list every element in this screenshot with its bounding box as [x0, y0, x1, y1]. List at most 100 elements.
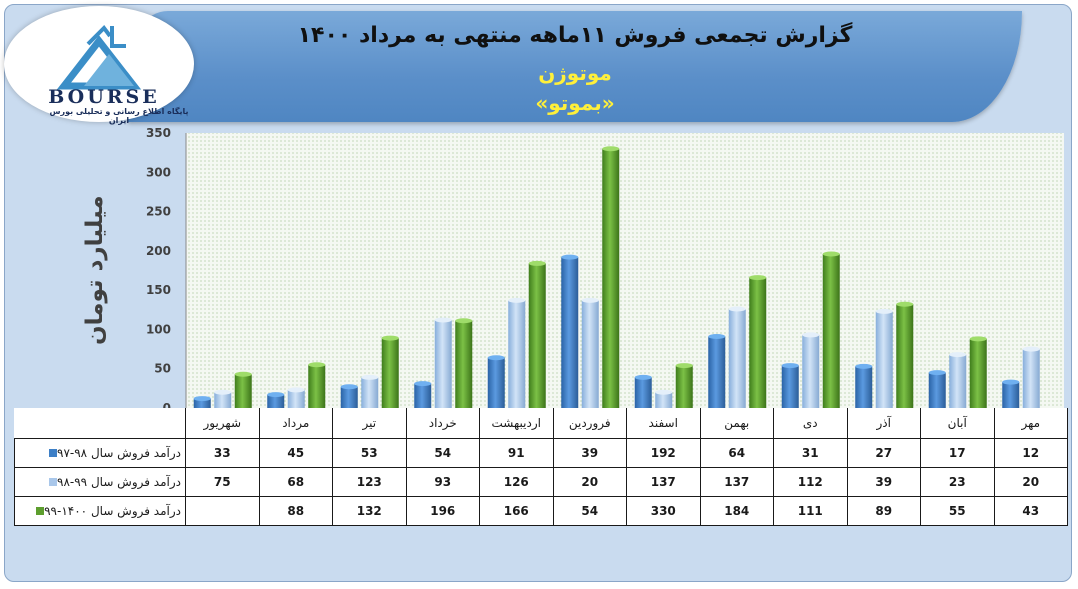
bar-cap-series-3: [455, 318, 473, 324]
table-cell: 166: [479, 495, 554, 526]
bar-series-2: [581, 300, 599, 408]
bar-cap-series-2: [361, 374, 379, 380]
series-name: درآمد فروش سال ۹۸-۹۷: [57, 445, 181, 460]
table-cell: 12: [993, 437, 1068, 468]
bar-series-3: [969, 338, 987, 408]
table-cell: 192: [626, 437, 701, 468]
title-banner: گزارش تجمعی فروش ۱۱ماهه منتهی به مرداد ۱…: [128, 11, 1022, 122]
category-label: شهریور: [185, 408, 260, 439]
bar-series-2: [655, 392, 673, 408]
table-row: درآمد فروش سال ۱۴۰۰-۹۹ 88 132 196 166 54 330 18…: [14, 495, 1068, 526]
table-cell: 54: [552, 495, 627, 526]
bar-series-2: [287, 389, 305, 408]
bar-series-2: [1022, 349, 1040, 408]
series-label: درآمد فروش سال ۱۴۰۰-۹۹: [14, 495, 186, 526]
table-cell: 75: [185, 466, 260, 497]
bar-cap-series-2: [508, 297, 526, 303]
bar-cap-series-1: [267, 392, 285, 398]
bar-cap-series-2: [1022, 346, 1040, 352]
table-cell: 33: [185, 437, 260, 468]
bar-cap-series-3: [528, 260, 546, 266]
bar-series-1: [487, 357, 505, 408]
table-cell: 93: [405, 466, 480, 497]
bar-series-2: [508, 300, 526, 408]
bar-cap-series-3: [308, 362, 326, 368]
bar-cap-series-2: [949, 352, 967, 358]
bar-cap-series-2: [655, 389, 673, 395]
y-tick-label: 50: [154, 362, 171, 376]
bar-cap-series-1: [1002, 379, 1020, 385]
bar-series-2: [214, 392, 232, 408]
table-cell: 64: [699, 437, 774, 468]
bar-cap-series-3: [896, 301, 914, 307]
table-cell: 126: [479, 466, 554, 497]
category-label: مرداد: [258, 408, 333, 439]
table-cell: 20: [552, 466, 627, 497]
bar-cap-series-3: [675, 363, 693, 369]
bar-series-1: [634, 377, 652, 408]
bar-series-3: [749, 277, 767, 408]
table-cell: 196: [405, 495, 480, 526]
y-tick-label: 350: [146, 126, 171, 140]
legend-swatch: [49, 478, 57, 486]
table-cell: 17: [920, 437, 995, 468]
table-cell: 39: [846, 466, 921, 497]
table-cell: [185, 495, 260, 526]
bar-series-3: [455, 320, 473, 408]
bar-series-2: [361, 377, 379, 408]
bar-series-3: [381, 338, 399, 408]
bar-cap-series-2: [287, 387, 305, 393]
table-row: درآمد فروش سال ۹۹-۹۸ 75 68 123 93 126 20 137 137…: [14, 466, 1068, 497]
bar-series-1: [193, 398, 211, 408]
bar-series-3: [234, 374, 252, 408]
table-cell: 27: [846, 437, 921, 468]
category-label: بهمن: [699, 408, 774, 439]
bar-series-3: [308, 364, 326, 408]
bar-cap-series-3: [381, 335, 399, 341]
series-name: درآمد فروش سال ۱۴۰۰-۹۹: [44, 503, 181, 518]
category-label: اردیبهشت: [479, 408, 554, 439]
bar-series-3: [675, 365, 693, 408]
bar-series-2: [728, 309, 746, 408]
table-cell: 31: [773, 437, 848, 468]
bar-cap-series-1: [928, 370, 946, 376]
bar-series-2: [434, 320, 452, 408]
data-table: شهریور مرداد تیر خرداد اردیبهشت فروردین اسفند ب…: [14, 408, 1068, 526]
bar-cap-series-1: [414, 381, 432, 387]
table-cell: 23: [920, 466, 995, 497]
stock-symbol: «بموتو»: [535, 91, 615, 115]
bar-series-1: [781, 365, 799, 408]
bar-series-3: [896, 304, 914, 408]
series-label: درآمد فروش سال ۹۹-۹۸: [14, 466, 186, 497]
table-cell: 43: [993, 495, 1068, 526]
bar-cap-series-3: [822, 251, 840, 257]
bar-cap-series-1: [634, 374, 652, 380]
category-label: اسفند: [626, 408, 701, 439]
bar-cap-series-1: [855, 363, 873, 369]
bar-series-2: [875, 311, 893, 408]
table-cell: 53: [332, 437, 407, 468]
plot-area: [186, 133, 1064, 408]
bar-series-1: [1002, 382, 1020, 408]
table-cell: 112: [773, 466, 848, 497]
legend-swatch: [49, 449, 57, 457]
table-cell: 88: [258, 495, 333, 526]
table-cell: 89: [846, 495, 921, 526]
bar-series-1: [414, 383, 432, 408]
bar-cap-series-1: [193, 396, 211, 402]
table-cell: 111: [773, 495, 848, 526]
category-label: دی: [773, 408, 848, 439]
bar-cap-series-1: [708, 334, 726, 339]
bar-series-2: [949, 354, 967, 408]
table-cell: 54: [405, 437, 480, 468]
company-name: موتوژن: [538, 61, 612, 85]
table-cell: 55: [920, 495, 995, 526]
bar-cap-series-2: [728, 306, 746, 312]
y-tick-label: 250: [146, 205, 171, 219]
table-cell: 123: [332, 466, 407, 497]
bar-series-3: [528, 263, 546, 408]
bar-series-1: [708, 336, 726, 408]
bar-cap-series-1: [781, 363, 799, 369]
bar-series-3: [602, 148, 620, 408]
